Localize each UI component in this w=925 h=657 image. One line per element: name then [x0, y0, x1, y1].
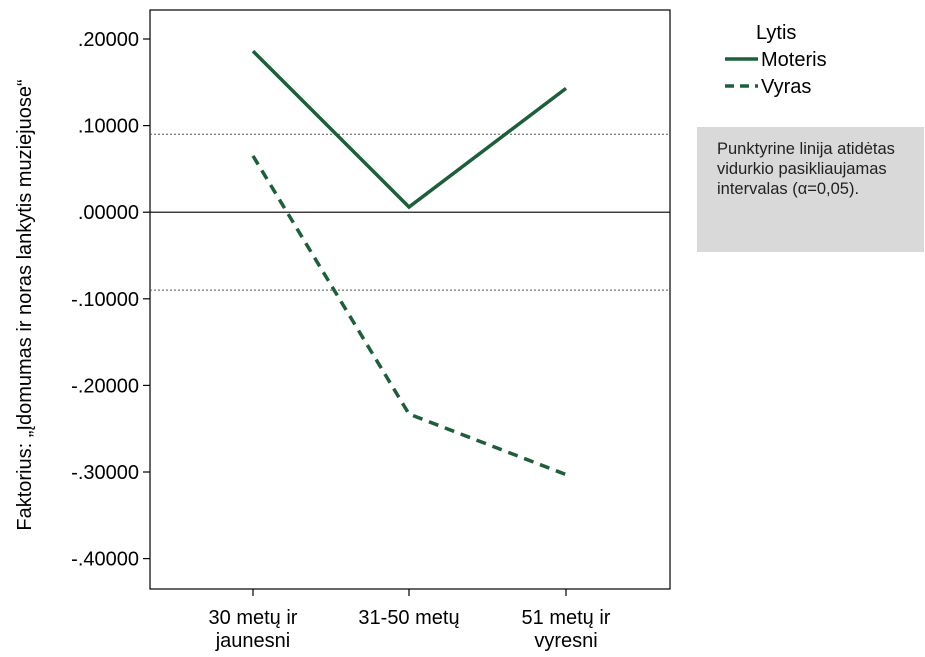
y-axis-title: Faktorius: „Įdomumas ir noras lankytis m…: [14, 79, 36, 530]
plot-area: [149, 9, 671, 590]
legend: Lytis Moteris Vyras: [725, 22, 827, 98]
y-tick-label: -.30000: [71, 462, 139, 484]
y-axis: .20000 .10000 .00000 -.10000 -.20000 -.30000 -…: [71, 29, 150, 571]
confidence-interval-note-text: Punktyrine linija atidėtas vidurkio pasi…: [717, 140, 895, 198]
x-axis: 30 metų ir jaunesni 31-50 metų 51 metų ir vy…: [209, 589, 611, 652]
y-tick-label: -.40000: [71, 549, 139, 571]
x-tick-label: 31-50 metų: [358, 607, 459, 629]
series-layer: [251, 49, 568, 477]
x-tick-label: 30 metų ir jaunesni: [209, 607, 298, 652]
y-tick-label: -.20000: [71, 375, 139, 397]
series-line-vyras: [251, 154, 567, 477]
series-line-moteris: [251, 49, 568, 210]
y-tick-label: -.10000: [71, 289, 139, 311]
plot-frame: [149, 9, 671, 590]
legend-label-vyras: Vyras: [761, 76, 811, 98]
y-tick-label: .10000: [78, 116, 139, 138]
reference-lines: [150, 133, 670, 291]
y-tick-label: .20000: [78, 29, 139, 51]
legend-items: Moteris Vyras: [725, 49, 827, 98]
legend-title: Lytis: [756, 22, 796, 44]
x-tick-label: 51 metų ir vyresni: [522, 607, 611, 652]
legend-label-moteris: Moteris: [761, 49, 827, 71]
confidence-interval-note: Punktyrine linija atidėtas vidurkio pasi…: [697, 127, 924, 252]
y-tick-label: .00000: [78, 202, 139, 224]
